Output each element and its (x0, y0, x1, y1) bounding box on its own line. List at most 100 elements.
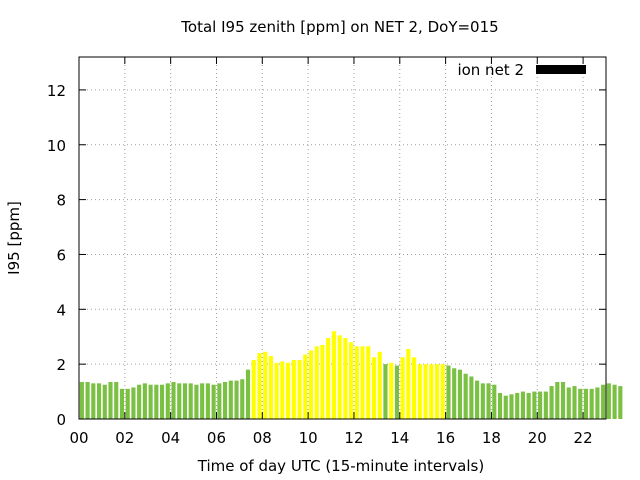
bar (486, 383, 491, 419)
bar (165, 383, 170, 419)
plot-frame (78, 56, 607, 420)
x-tick-label: 18 (482, 429, 501, 447)
x-tick-label: 06 (207, 429, 226, 447)
bar (108, 381, 113, 419)
bar (366, 346, 371, 419)
chart-title: Total I95 zenith [ppm] on NET 2, DoY=015 (180, 18, 498, 36)
bar (480, 383, 485, 419)
y-tick-label: 6 (56, 246, 66, 264)
y-tick-label: 12 (47, 82, 66, 100)
bar (520, 391, 526, 419)
bar (412, 357, 417, 419)
bar (503, 395, 508, 419)
bar (171, 381, 176, 419)
bar (200, 383, 205, 419)
bar (303, 354, 308, 419)
bar (182, 383, 188, 419)
bar (142, 383, 147, 419)
bar (79, 381, 84, 419)
bar (383, 364, 388, 419)
bar (268, 355, 273, 419)
bar (578, 388, 583, 419)
bar (492, 384, 497, 419)
bar (549, 386, 554, 419)
bar (446, 365, 451, 419)
bar (119, 388, 125, 419)
bar (457, 369, 462, 419)
bar (349, 342, 354, 419)
bar (566, 387, 571, 419)
bar (394, 365, 399, 419)
y-tick-label: 8 (56, 192, 66, 210)
bar (417, 364, 422, 419)
bar (440, 364, 445, 419)
bar (601, 384, 606, 419)
x-tick-label: 02 (115, 429, 134, 447)
bar (406, 349, 411, 419)
bar (263, 351, 268, 419)
x-ticks: 00 02 04 06 08 10 12 14 16 18 20 22 (69, 57, 593, 447)
bar (526, 392, 531, 419)
bar (354, 346, 359, 419)
bar (159, 384, 165, 419)
x-tick-label: 12 (344, 429, 363, 447)
bar (423, 364, 428, 419)
bar (251, 360, 256, 419)
bar (371, 357, 377, 419)
bar (131, 387, 136, 419)
bar (188, 383, 193, 419)
bar (497, 392, 503, 419)
x-axis-label: Time of day UTC (15-minute intervals) (197, 457, 484, 475)
bar (314, 346, 319, 419)
bar (154, 384, 159, 419)
legend-label: ion net 2 (457, 61, 524, 79)
bar (543, 391, 548, 419)
bar (331, 331, 336, 419)
bar (463, 373, 468, 419)
bar (320, 344, 325, 419)
y-ticks: 0 2 4 6 8 10 12 (47, 82, 606, 429)
bar (360, 346, 365, 419)
x-tick-label: 08 (253, 429, 272, 447)
bar (595, 387, 600, 419)
bar (377, 351, 382, 419)
grid-lines (79, 57, 606, 419)
bar (326, 338, 331, 419)
bar (114, 381, 119, 419)
x-tick-label: 22 (574, 429, 593, 447)
bar (137, 384, 142, 419)
bar (291, 360, 296, 419)
bar (452, 368, 457, 419)
y-tick-label: 4 (56, 301, 66, 319)
bar (257, 353, 262, 419)
bar (509, 394, 514, 419)
bar (583, 388, 589, 419)
bar (85, 381, 90, 419)
bar (555, 381, 560, 419)
legend-swatch (536, 65, 586, 74)
bar (280, 361, 285, 419)
bar (572, 386, 577, 419)
x-tick-label: 14 (390, 429, 409, 447)
bar (389, 362, 394, 419)
bar (234, 380, 239, 419)
bar (102, 384, 107, 419)
bar (618, 386, 623, 419)
bar (308, 350, 314, 419)
bar (211, 384, 216, 419)
y-tick-label: 2 (56, 356, 66, 374)
x-tick-label: 10 (299, 429, 318, 447)
bar (274, 362, 279, 419)
bar (532, 391, 537, 419)
bar (240, 379, 245, 419)
y-axis-label: I95 [ppm] (5, 201, 23, 275)
bar (91, 383, 96, 419)
bar (606, 383, 611, 419)
bar (286, 362, 291, 419)
bar (343, 338, 348, 419)
bar (125, 388, 130, 419)
x-tick-label: 16 (436, 429, 455, 447)
bar (475, 380, 480, 419)
bar (223, 381, 228, 419)
